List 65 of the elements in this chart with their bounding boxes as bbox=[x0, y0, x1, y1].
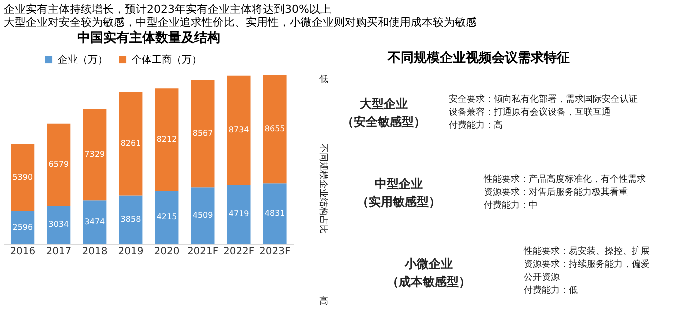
data-label: 7329 bbox=[84, 150, 106, 159]
bar bbox=[47, 206, 71, 244]
data-label: 3474 bbox=[84, 217, 106, 226]
data-label: 8567 bbox=[192, 129, 214, 138]
text: 付费能力：中 bbox=[484, 200, 538, 211]
x-tick-label: 2020 bbox=[154, 246, 180, 258]
x-tick-label: 2018 bbox=[82, 246, 108, 258]
text: 付费能力：低 bbox=[524, 285, 578, 296]
text: （安全敏感型） bbox=[342, 115, 426, 129]
data-label: 8212 bbox=[156, 134, 178, 144]
text: 大型企业对安全较为敏感，中型企业追求性价比、实用性，小微企业则对购买和使用成本较为敏感 bbox=[4, 16, 477, 29]
chart-title: 中国实有主体数量及结构 bbox=[78, 30, 220, 46]
x-tick-label: 2019 bbox=[118, 246, 144, 258]
text: 不同规模企业视频会议需求特征 bbox=[387, 50, 570, 66]
bar bbox=[47, 124, 71, 206]
x-tick-label: 2022F bbox=[223, 246, 255, 258]
text: 公开资源 bbox=[524, 272, 560, 283]
data-label: 3858 bbox=[120, 214, 142, 224]
data-label: 5390 bbox=[12, 172, 34, 182]
x-tick-label: 2021F bbox=[187, 246, 219, 258]
bar bbox=[83, 108, 107, 201]
text: 高 bbox=[320, 296, 328, 307]
text: （成本敏感型） bbox=[387, 275, 471, 289]
text: 设备兼容：打通原有会议设备，互联互通 bbox=[449, 107, 611, 118]
text: 资源要求：持续服务能力，偏爱 bbox=[524, 259, 650, 270]
legend-label: 个体工商（万） bbox=[132, 54, 202, 66]
data-label: 8261 bbox=[120, 139, 142, 148]
bar bbox=[263, 184, 287, 244]
data-label: 4719 bbox=[228, 210, 250, 219]
data-label: 4215 bbox=[156, 212, 178, 222]
bar bbox=[263, 75, 287, 184]
text: 不同规模企业结构占比 bbox=[318, 144, 329, 234]
text: 性能要求：产品高度标准化，有个性需求 bbox=[483, 174, 646, 185]
bar bbox=[11, 144, 35, 212]
text: 小微企业 bbox=[404, 257, 453, 271]
text: 中型企业 bbox=[375, 177, 423, 191]
data-label: 8655 bbox=[264, 124, 286, 134]
x-tick-label: 2017 bbox=[46, 246, 72, 258]
data-label: 6579 bbox=[48, 160, 70, 169]
bar bbox=[83, 200, 107, 244]
bar bbox=[227, 76, 251, 186]
x-tick-label: 2023F bbox=[259, 246, 291, 258]
text: 低 bbox=[320, 74, 328, 85]
bar bbox=[11, 212, 35, 244]
bar bbox=[227, 185, 251, 244]
bar bbox=[119, 92, 143, 196]
text: 大型企业 bbox=[360, 97, 408, 111]
data-label: 8734 bbox=[228, 125, 250, 134]
text: 资源要求：对售后服务能力极其看重 bbox=[484, 187, 628, 198]
bar bbox=[119, 196, 143, 244]
text: （实用敏感型） bbox=[357, 195, 441, 209]
text: 性能要求：易安装、操控、扩展 bbox=[523, 246, 650, 257]
bar bbox=[191, 80, 215, 188]
data-label: 2596 bbox=[12, 222, 34, 232]
data-label: 4831 bbox=[264, 208, 286, 218]
data-label: 3034 bbox=[48, 220, 70, 230]
bar bbox=[155, 88, 179, 192]
text: 安全要求：倾向私有化部署，需求国际安全认证 bbox=[449, 94, 638, 105]
text: 企业实有主体持续增长，预计2023年实有企业主体将达到30%以上 bbox=[4, 3, 332, 16]
legend-label: 企业（万） bbox=[58, 54, 108, 66]
bar bbox=[155, 191, 179, 244]
text: 付费能力：高 bbox=[449, 120, 503, 131]
x-tick-label: 2016 bbox=[10, 246, 36, 258]
bar bbox=[191, 188, 215, 244]
data-label: 4509 bbox=[192, 210, 214, 220]
